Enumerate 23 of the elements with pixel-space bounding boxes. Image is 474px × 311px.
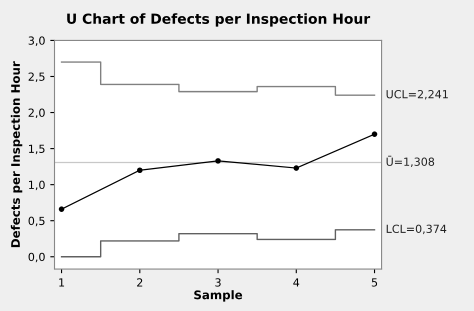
x-tick-label: 1 bbox=[59, 278, 64, 286]
point bbox=[294, 165, 300, 171]
point bbox=[58, 206, 64, 212]
point bbox=[372, 131, 378, 137]
chart-title: U Chart of Defects per Inspection Hour bbox=[67, 13, 370, 27]
x-tick-label: 4 bbox=[293, 278, 300, 286]
y-tick-label: 3,0 bbox=[28, 36, 45, 46]
point bbox=[215, 158, 221, 164]
x-tick-label: 2 bbox=[137, 278, 142, 286]
y-tick-label: 0,0 bbox=[28, 252, 45, 262]
series-label: UCL=2,241 bbox=[386, 90, 448, 100]
y-tick-label: 1,5 bbox=[29, 144, 45, 154]
y-tick-label: 1,0 bbox=[29, 180, 45, 190]
y-tick-label: 0,5 bbox=[28, 216, 45, 226]
point bbox=[137, 167, 143, 174]
ref-line-label: Ū=1,308 bbox=[386, 156, 434, 168]
x-axis-title: Sample bbox=[194, 290, 242, 302]
x-tick-label: 3 bbox=[215, 278, 221, 287]
y-tick-label: 2,0 bbox=[28, 108, 45, 118]
series-label: LCL=0,374 bbox=[386, 224, 446, 234]
y-tick-label: 2,5 bbox=[28, 72, 45, 82]
x-tick-label: 5 bbox=[372, 278, 378, 287]
y-axis-title: Defects per Inspection Hour bbox=[10, 61, 22, 248]
